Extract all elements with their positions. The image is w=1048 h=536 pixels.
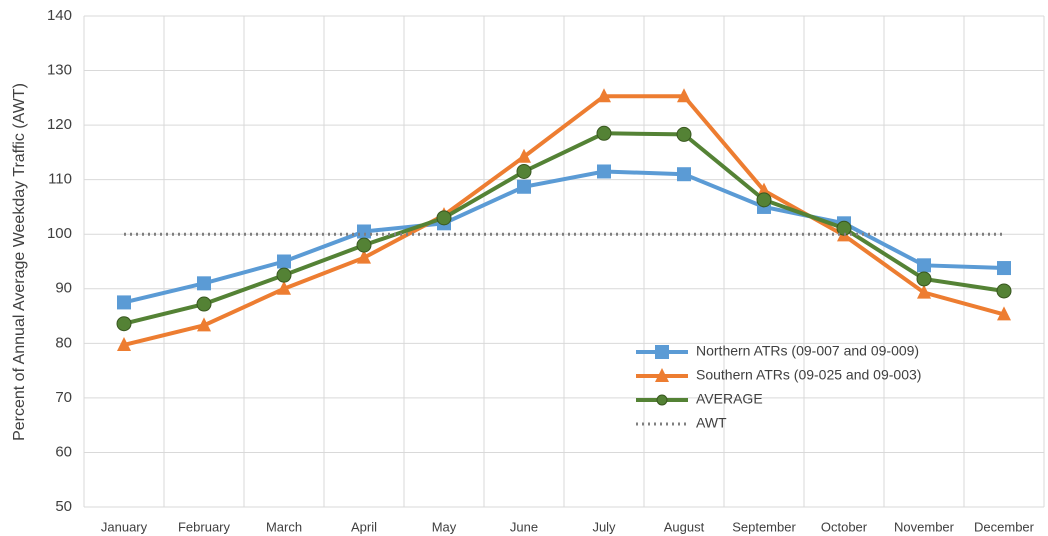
data-point — [996, 283, 1012, 299]
legend-label: AWT — [696, 415, 727, 431]
series-line — [123, 131, 1005, 326]
y-tick-label: 100 — [47, 225, 72, 242]
x-tick-label: April — [351, 519, 377, 534]
legend-marker — [656, 394, 668, 406]
y-tick-label: 70 — [55, 389, 72, 406]
data-point — [676, 126, 692, 142]
x-tick-label: May — [432, 519, 457, 534]
data-point — [276, 267, 292, 283]
legend-label: Southern ATRs (09-025 and 09-003) — [696, 367, 921, 383]
x-tick-label: January — [101, 519, 148, 534]
data-point — [757, 182, 771, 197]
y-tick-label: 110 — [48, 171, 72, 188]
data-point — [197, 317, 211, 332]
data-point — [357, 249, 371, 264]
data-point — [277, 280, 291, 295]
data-point — [596, 125, 612, 141]
data-point — [117, 336, 131, 351]
x-tick-label: November — [894, 519, 955, 534]
x-tick-label: August — [664, 519, 705, 534]
data-point — [917, 258, 931, 273]
series-line — [123, 94, 1005, 347]
x-tick-label: March — [266, 519, 302, 534]
data-point — [356, 237, 372, 253]
series-line — [123, 169, 1005, 305]
x-tick-label: December — [974, 519, 1035, 534]
legend-label: AVERAGE — [696, 391, 763, 407]
x-tick-label: September — [732, 519, 796, 534]
y-tick-label: 140 — [47, 7, 72, 24]
data-point — [196, 296, 212, 312]
data-point — [677, 88, 691, 103]
data-point — [597, 88, 611, 103]
data-point — [277, 254, 291, 269]
data-point — [677, 167, 691, 182]
legend-marker — [655, 345, 669, 359]
data-point — [436, 210, 452, 226]
y-tick-label: 90 — [55, 280, 72, 297]
x-tick-label: February — [178, 519, 231, 534]
data-point — [357, 224, 371, 239]
data-point — [117, 295, 131, 310]
data-point — [917, 284, 931, 299]
data-point — [756, 192, 772, 208]
x-tick-label: October — [821, 519, 868, 534]
data-point — [997, 261, 1011, 276]
y-axis-label: Percent of Annual Average Weekday Traffi… — [11, 83, 28, 441]
x-tick-label: July — [592, 519, 616, 534]
legend-marker — [655, 368, 669, 382]
data-point — [197, 276, 211, 291]
y-tick-label: 50 — [55, 498, 72, 515]
data-point — [597, 164, 611, 179]
data-point — [517, 179, 531, 194]
data-point — [516, 163, 532, 179]
y-tick-label: 80 — [55, 334, 72, 351]
data-point — [116, 316, 132, 332]
y-tick-label: 120 — [47, 116, 72, 133]
y-tick-label: 60 — [55, 443, 72, 460]
y-tick-label: 130 — [47, 62, 72, 79]
x-tick-label: June — [510, 519, 538, 534]
data-point — [517, 148, 531, 163]
data-point — [997, 306, 1011, 321]
data-point — [916, 271, 932, 287]
legend-label: Northern ATRs (09-007 and 09-009) — [696, 343, 919, 359]
